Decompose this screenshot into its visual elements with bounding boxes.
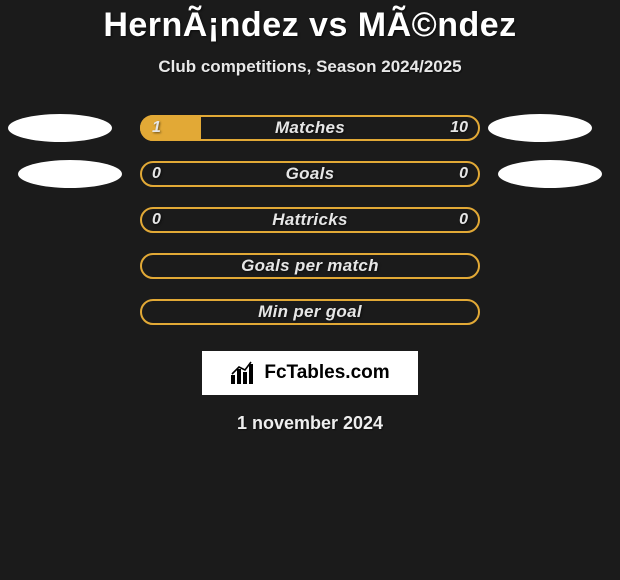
stat-value-left: 1 [152,115,161,141]
stat-bar: Goals0 0 [140,161,480,187]
player-oval-right [488,114,592,142]
source-logo: FcTables.com [202,351,418,395]
player-oval-left [8,114,112,142]
stat-label: Goals [140,161,480,187]
stat-label: Hattricks [140,207,480,233]
stat-value-right: 10 [450,115,468,141]
player-oval-right [498,160,602,188]
stat-value-left: 0 [152,207,161,233]
subtitle: Club competitions, Season 2024/2025 [0,57,620,77]
stat-row: Hattricks0 0 [0,207,620,233]
stat-row: Min per goal [0,299,620,325]
player-oval-left [18,160,122,188]
stat-bar: Min per goal [140,299,480,325]
date-text: 1 november 2024 [0,413,620,434]
bar-chart-icon [230,361,258,385]
stat-bar: Goals per match [140,253,480,279]
source-logo-text: FcTables.com [264,362,389,384]
page-title: HernÃ¡ndez vs MÃ©ndez [0,0,620,45]
stat-label: Min per goal [140,299,480,325]
stats-rows: Matches110Goals00Hattricks00Goals per ma… [0,115,620,325]
stat-value-left: 0 [152,161,161,187]
stat-bar: Hattricks0 0 [140,207,480,233]
stat-bar: Matches1 10 [140,115,480,141]
stat-value-right: 0 [459,207,468,233]
stat-row: Goals0 0 [0,161,620,187]
stat-label: Goals per match [140,253,480,279]
stat-value-right: 0 [459,161,468,187]
stat-row: Matches1 10 [0,115,620,141]
stat-row: Goals per match [0,253,620,279]
stat-label: Matches [140,115,480,141]
